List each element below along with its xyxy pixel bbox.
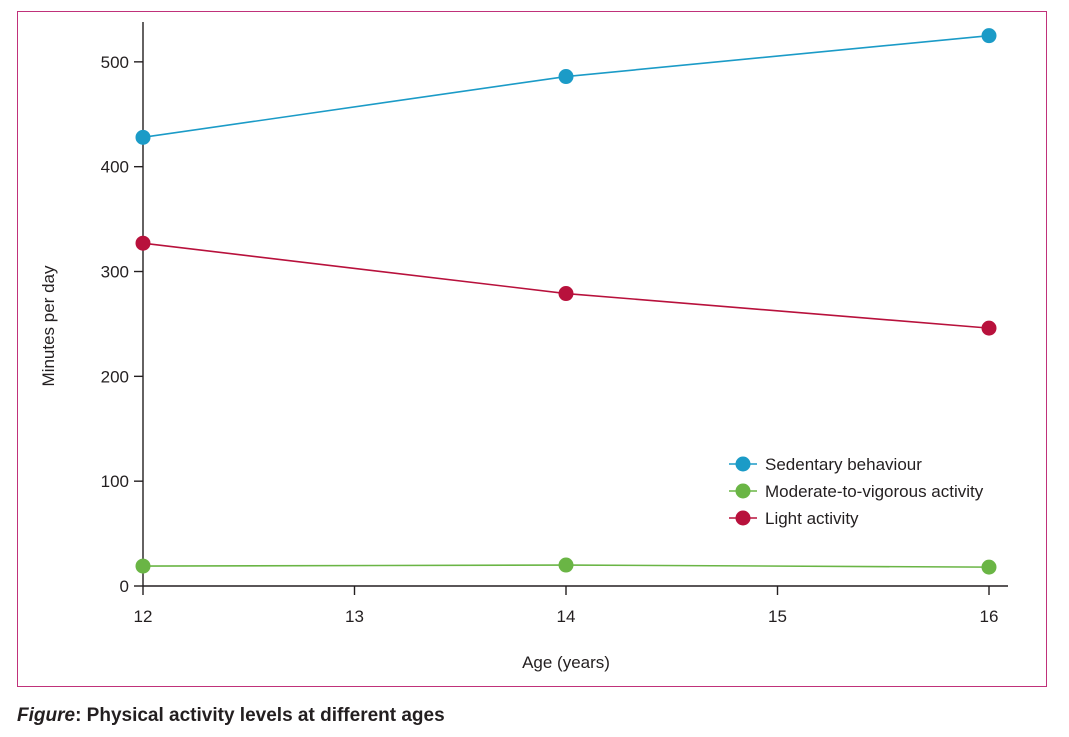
legend: Sedentary behaviour Moderate-to-vigorous … — [729, 455, 984, 528]
data-point — [558, 286, 574, 302]
legend-label: Moderate-to-vigorous activity — [765, 482, 984, 501]
caption-text: Physical activity levels at different ag… — [81, 705, 445, 726]
y-axis-title: Minutes per day — [39, 265, 58, 386]
figure-caption: Figure: Physical activity levels at diff… — [17, 705, 445, 727]
y-tick-label: 200 — [101, 367, 129, 386]
y-tick-label: 300 — [101, 263, 129, 282]
x-tick-label: 16 — [980, 607, 999, 626]
x-tick-label: 13 — [345, 607, 364, 626]
data-point — [135, 235, 151, 251]
x-tick-label: 14 — [557, 607, 576, 626]
x-tick-label: 15 — [768, 607, 787, 626]
series-layer — [135, 28, 997, 575]
data-point — [981, 559, 997, 575]
y-tick-label: 400 — [101, 158, 129, 177]
caption-separator: : — [75, 705, 82, 726]
data-point — [558, 69, 574, 85]
data-point — [558, 557, 574, 573]
line-chart: 0 100 200 300 400 500 12 13 14 15 16 Age (years) Min… — [39, 22, 1008, 672]
data-point — [981, 28, 997, 44]
axes: 0 100 200 300 400 500 12 13 14 15 16 Age (years) Min… — [39, 22, 1008, 672]
legend-marker — [735, 510, 751, 526]
legend-label: Sedentary behaviour — [765, 455, 922, 474]
data-point — [981, 320, 997, 336]
series-line — [142, 242, 990, 329]
data-point — [135, 129, 151, 145]
figure-frame: 0 100 200 300 400 500 12 13 14 15 16 Age (years) Min… — [17, 11, 1047, 687]
data-point — [135, 558, 151, 574]
legend-marker — [735, 456, 751, 472]
x-axis-title: Age (years) — [522, 653, 610, 672]
legend-label: Light activity — [765, 509, 859, 528]
legend-marker — [735, 483, 751, 499]
y-tick-label: 0 — [120, 577, 129, 596]
y-tick-label: 500 — [101, 53, 129, 72]
x-tick-label: 12 — [134, 607, 153, 626]
series-line — [142, 34, 990, 139]
y-tick-label: 100 — [101, 472, 129, 491]
caption-label: Figure — [17, 705, 76, 726]
